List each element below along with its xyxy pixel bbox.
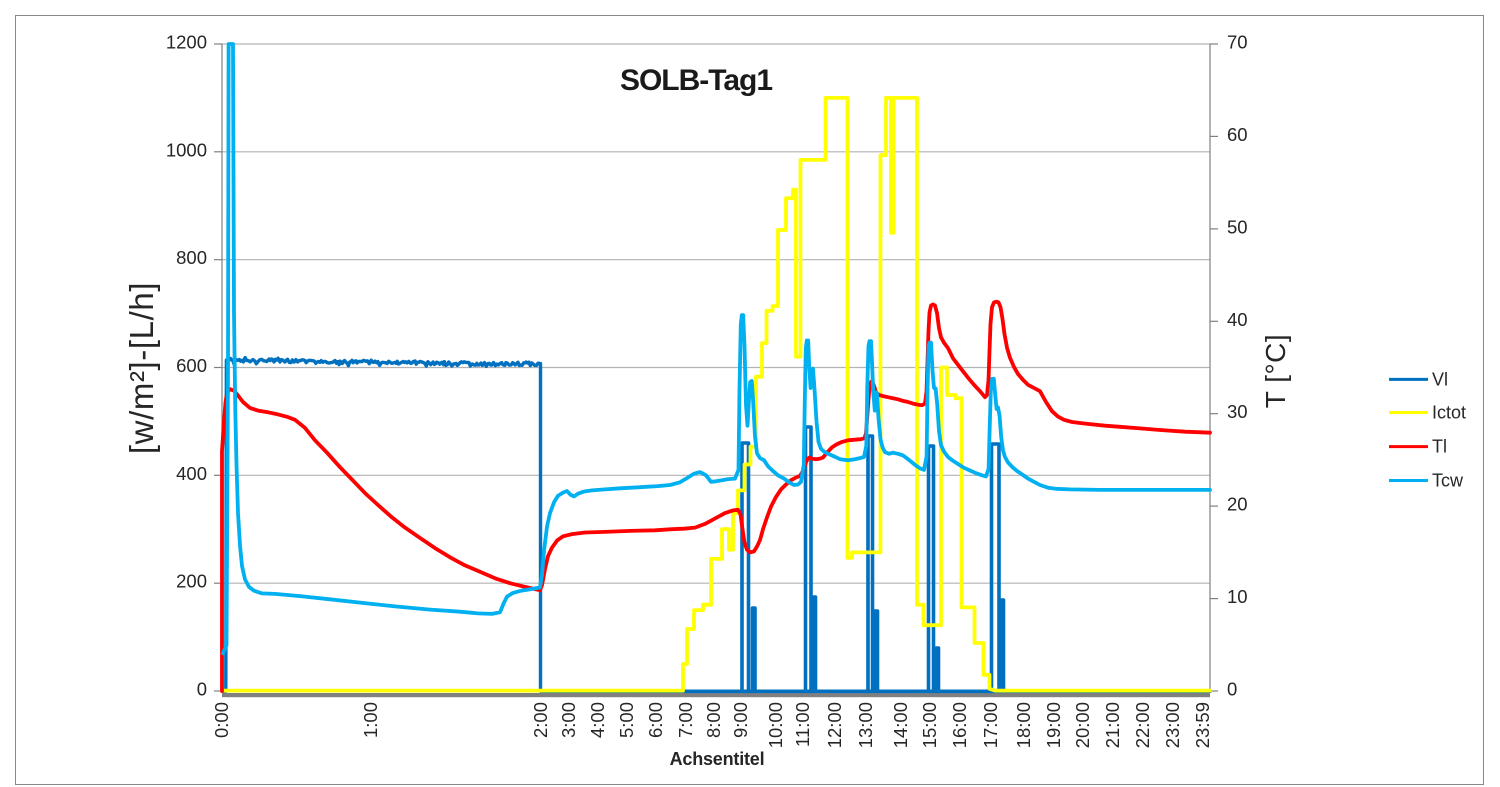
svg-text:0:00: 0:00	[211, 702, 232, 738]
svg-text:2:00: 2:00	[530, 702, 551, 738]
svg-text:14:00: 14:00	[890, 702, 911, 748]
svg-text:4:00: 4:00	[587, 702, 608, 738]
svg-text:T [°C]: T [°C]	[1260, 334, 1291, 408]
svg-text:8:00: 8:00	[703, 702, 724, 738]
svg-text:16:00: 16:00	[949, 702, 970, 748]
svg-text:60: 60	[1227, 124, 1248, 145]
svg-text:800: 800	[176, 247, 207, 268]
svg-text:600: 600	[176, 355, 207, 376]
svg-text:15:00: 15:00	[919, 702, 940, 748]
svg-text:Tcw: Tcw	[1432, 471, 1464, 491]
svg-text:Tl: Tl	[1432, 437, 1447, 457]
svg-text:40: 40	[1227, 309, 1248, 330]
svg-text:10:00: 10:00	[765, 702, 786, 748]
svg-text:0: 0	[1227, 679, 1237, 700]
svg-text:200: 200	[176, 571, 207, 592]
svg-text:9:00: 9:00	[730, 702, 751, 738]
svg-text:1000: 1000	[166, 139, 207, 160]
svg-text:30: 30	[1227, 401, 1248, 422]
svg-text:0: 0	[197, 679, 207, 700]
svg-text:13:00: 13:00	[855, 702, 876, 748]
svg-text:20: 20	[1227, 494, 1248, 515]
svg-text:12:00: 12:00	[824, 702, 845, 748]
svg-text:18:00: 18:00	[1013, 702, 1034, 748]
svg-text:22:00: 22:00	[1132, 702, 1153, 748]
svg-text:21:00: 21:00	[1102, 702, 1123, 748]
svg-text:400: 400	[176, 463, 207, 484]
svg-text:[w/m²]-[L/h]: [w/m²]-[L/h]	[123, 282, 160, 454]
svg-text:3:00: 3:00	[558, 702, 579, 738]
svg-text:17:00: 17:00	[980, 702, 1001, 748]
svg-text:70: 70	[1227, 32, 1248, 53]
svg-text:1:00: 1:00	[360, 702, 381, 738]
svg-text:19:00: 19:00	[1043, 702, 1064, 748]
svg-text:Achsentitel: Achsentitel	[670, 749, 765, 769]
svg-text:23:00: 23:00	[1162, 702, 1183, 748]
svg-text:10: 10	[1227, 586, 1248, 607]
svg-text:SOLB-Tag1: SOLB-Tag1	[620, 64, 772, 97]
svg-text:6:00: 6:00	[645, 702, 666, 738]
svg-text:20:00: 20:00	[1072, 702, 1093, 748]
svg-text:11:00: 11:00	[792, 702, 813, 747]
svg-text:Ictot: Ictot	[1432, 403, 1466, 423]
svg-text:Vl: Vl	[1432, 369, 1448, 389]
svg-text:5:00: 5:00	[616, 702, 637, 738]
svg-text:1200: 1200	[166, 32, 207, 53]
svg-text:50: 50	[1227, 216, 1248, 237]
svg-text:7:00: 7:00	[675, 702, 696, 738]
svg-text:23:59: 23:59	[1192, 702, 1213, 748]
